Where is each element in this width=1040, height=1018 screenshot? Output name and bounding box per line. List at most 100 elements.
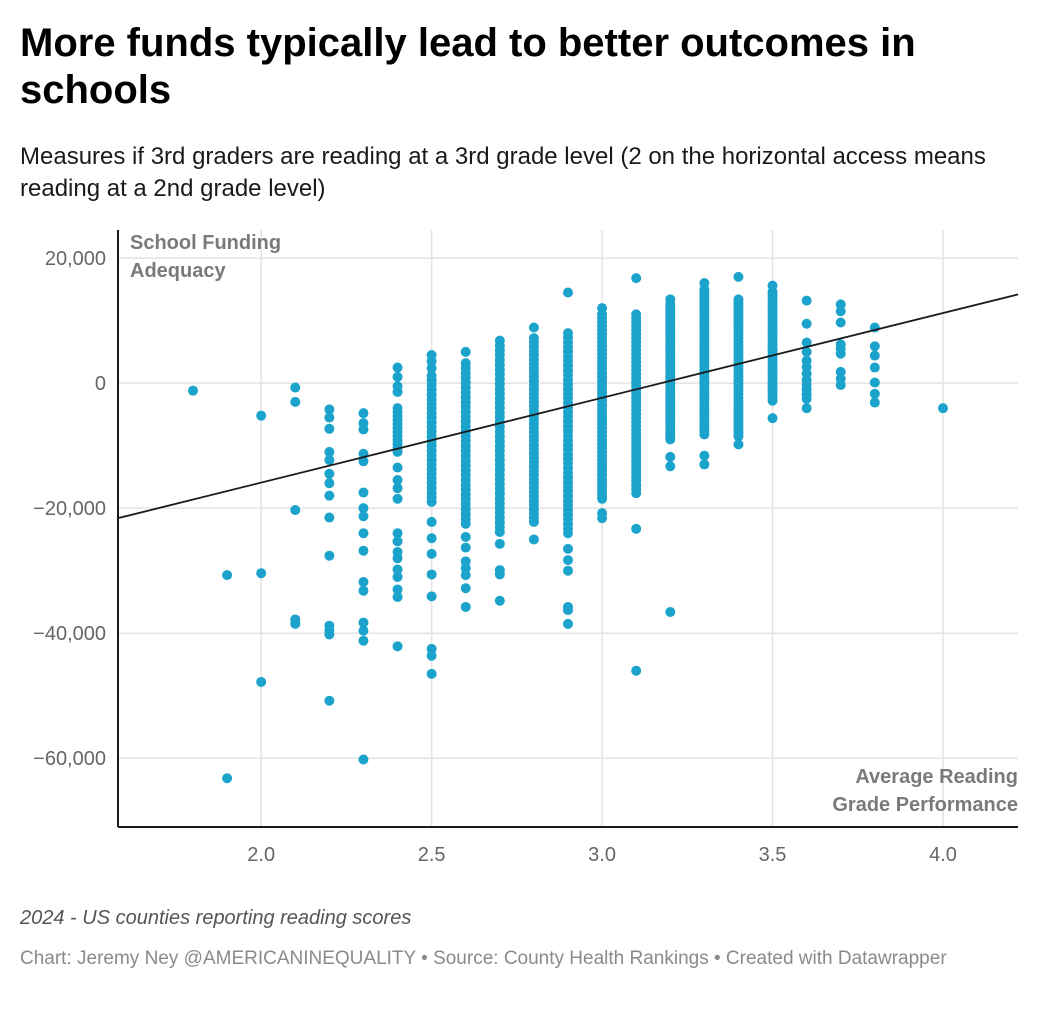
data-point (801, 346, 812, 357)
data-point (358, 617, 369, 628)
trendline (117, 293, 1019, 520)
scatter-chart: 20,000 0 −20,000 −40,000 −60,000 2.0 2.5 3.0 3.5… (33, 230, 1019, 866)
data-point (938, 403, 948, 414)
data-point (835, 299, 846, 310)
data-point (324, 550, 335, 561)
gridlines (118, 230, 1018, 827)
data-point (835, 317, 846, 328)
data-point (392, 462, 403, 473)
data-point (563, 618, 573, 629)
data-point (801, 295, 812, 306)
x-tick-label: 3.0 (588, 844, 616, 866)
x-tick-label: 2.5 (418, 844, 446, 866)
data-point (528, 516, 539, 527)
data-point (733, 271, 744, 282)
y-tick-label: −20,000 (33, 498, 106, 520)
data-point (869, 388, 880, 399)
data-point (358, 585, 369, 596)
data-point (358, 511, 369, 522)
data-point (460, 601, 471, 612)
data-point (324, 423, 335, 434)
data-point (358, 424, 369, 435)
data-point (597, 513, 608, 524)
data-point (290, 618, 301, 629)
data-point (869, 341, 880, 352)
data-point (256, 410, 267, 421)
data-point (835, 380, 846, 391)
data-point (324, 478, 335, 489)
axis-labels: 20,000 0 −20,000 −40,000 −60,000 2.0 2.5 3.0 3.5… (33, 232, 1018, 866)
data-point (324, 412, 335, 423)
data-point (563, 528, 573, 539)
data-point (665, 434, 676, 445)
data-point (290, 382, 301, 393)
data-point (869, 362, 880, 373)
data-point (665, 606, 676, 617)
data-point (460, 531, 471, 542)
data-point (222, 570, 233, 581)
y-axis-title: School Funding (130, 232, 281, 254)
data-point (358, 625, 369, 636)
data-point (835, 306, 846, 317)
axes (117, 230, 1018, 828)
data-point (426, 650, 437, 661)
data-point (631, 665, 642, 676)
y-tick-label: −60,000 (33, 748, 106, 770)
data-point (392, 386, 403, 397)
y-tick-label: 20,000 (45, 248, 106, 270)
data-point (426, 363, 437, 374)
chart-byline: Chart: Jeremy Ney @AMERICANINEQUALITY • … (20, 948, 947, 969)
x-tick-label: 4.0 (929, 844, 957, 866)
trendline-layer (117, 293, 1019, 520)
data-point (392, 571, 403, 582)
data-point (392, 475, 403, 486)
x-axis-title: Average Reading (855, 766, 1018, 788)
data-point (426, 533, 437, 544)
y-axis-title: Adequacy (130, 260, 226, 282)
data-point (324, 468, 335, 479)
data-point (460, 583, 471, 594)
x-tick-label: 3.5 (759, 844, 787, 866)
data-point (460, 556, 471, 567)
data-point (392, 564, 403, 575)
data-point (290, 396, 301, 407)
data-point (392, 362, 403, 373)
data-point (767, 395, 778, 406)
data-point (801, 393, 812, 404)
data-point (631, 488, 642, 499)
data-point (528, 534, 539, 545)
data-point (597, 493, 608, 504)
data-point (324, 490, 335, 501)
data-point (324, 695, 335, 706)
data-point (631, 273, 642, 284)
data-point (835, 348, 846, 359)
data-point (563, 287, 573, 298)
data-point (392, 493, 403, 504)
data-point (699, 450, 710, 461)
data-point (324, 446, 335, 457)
data-point (426, 548, 437, 559)
data-point (869, 350, 880, 361)
data-point (392, 371, 403, 382)
data-point (358, 503, 369, 514)
data-point (460, 518, 471, 529)
chart-subtitle: Measures if 3rd graders are reading at a… (20, 143, 986, 202)
data-point (733, 431, 744, 442)
chart-notes: 2024 - US counties reporting reading sco… (20, 907, 412, 929)
data-point (665, 461, 676, 472)
data-point (256, 568, 267, 579)
data-point (835, 366, 846, 377)
data-point (324, 512, 335, 523)
data-point (290, 505, 301, 516)
data-point (767, 413, 778, 424)
data-point (494, 526, 505, 537)
data-point (392, 641, 403, 652)
data-point (426, 591, 437, 602)
data-point (358, 576, 369, 587)
data-point (426, 643, 437, 654)
data-point (528, 322, 539, 333)
data-point (563, 555, 573, 566)
data-point (188, 385, 198, 396)
data-point (494, 595, 505, 606)
data-point (426, 668, 437, 679)
